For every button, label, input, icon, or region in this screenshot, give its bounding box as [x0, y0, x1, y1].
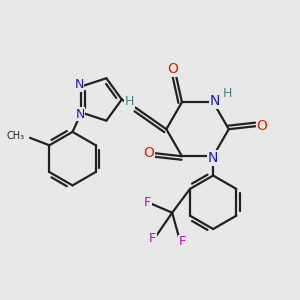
Text: H: H	[124, 95, 134, 108]
Text: N: N	[208, 151, 218, 165]
Text: O: O	[168, 62, 178, 76]
Text: O: O	[143, 146, 154, 160]
Text: N: N	[209, 94, 220, 108]
Text: F: F	[144, 196, 152, 209]
Text: N: N	[74, 78, 84, 92]
Text: F: F	[179, 235, 186, 248]
Text: O: O	[256, 119, 268, 133]
Text: H: H	[223, 87, 232, 100]
Text: CH₃: CH₃	[7, 131, 25, 141]
Text: N: N	[75, 108, 85, 121]
Text: F: F	[149, 232, 156, 245]
